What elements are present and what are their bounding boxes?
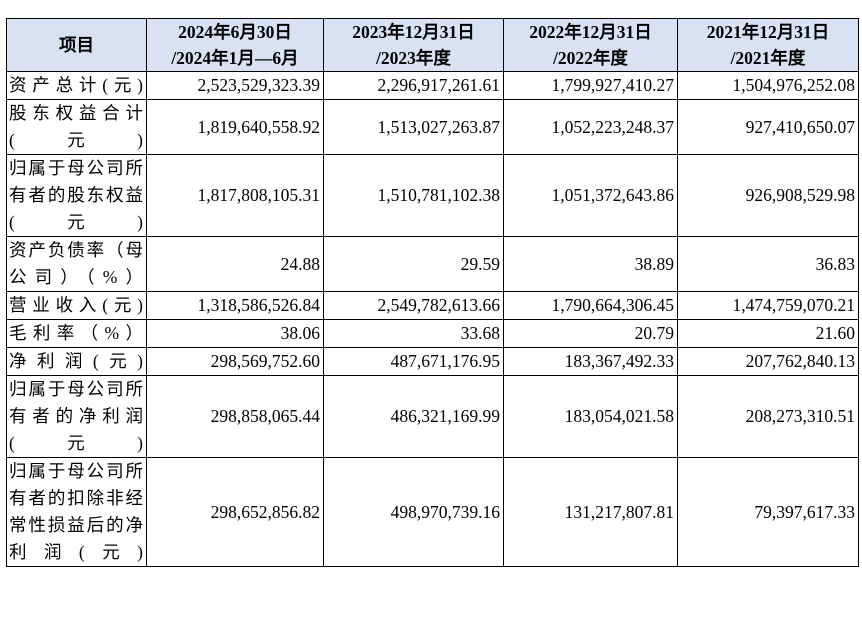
- cell-value: 486,321,169.99: [323, 375, 504, 458]
- row-label: 归属于母公司所有者的扣除非经常性损益后的净利润(元): [6, 457, 147, 567]
- header-col-2023: 2023年12月31日 /2023年度: [323, 18, 504, 72]
- header-item: 项目: [6, 18, 147, 72]
- header-col-line2: /2021年度: [730, 48, 806, 68]
- cell-value: 131,217,807.81: [503, 457, 678, 567]
- cell-value: 487,671,176.95: [323, 347, 504, 376]
- cell-value: 1,510,781,102.38: [323, 154, 504, 237]
- cell-value: 2,549,782,613.66: [323, 291, 504, 320]
- table-row: 资产总计(元) 2,523,529,323.39 2,296,917,261.6…: [6, 71, 859, 100]
- header-col-line2: /2022年度: [553, 48, 628, 68]
- row-label: 股东权益合计(元): [6, 99, 147, 155]
- header-col-2021: 2021年12月31日 /2021年度: [677, 18, 859, 72]
- row-label: 毛利率（%）: [6, 319, 147, 348]
- cell-value: 298,569,752.60: [146, 347, 324, 376]
- cell-value: 20.79: [503, 319, 678, 348]
- cell-value: 298,858,065.44: [146, 375, 324, 458]
- cell-value: 1,790,664,306.45: [503, 291, 678, 320]
- cell-value: 1,318,586,526.84: [146, 291, 324, 320]
- row-label: 归属于母公司所有者的净利润(元): [6, 375, 147, 458]
- header-col-line1: 2021年12月31日: [706, 22, 830, 42]
- cell-value: 927,410,650.07: [677, 99, 859, 155]
- cell-value: 1,799,927,410.27: [503, 71, 678, 100]
- table-row: 归属于母公司所有者的扣除非经常性损益后的净利润(元) 298,652,856.8…: [6, 457, 859, 567]
- cell-value: 183,367,492.33: [503, 347, 678, 376]
- table-row: 净利润(元) 298,569,752.60 487,671,176.95 183…: [6, 347, 859, 376]
- header-col-line2: /2024年1月—6月: [171, 48, 299, 68]
- cell-value: 38.89: [503, 236, 678, 292]
- table-row: 归属于母公司所有者的净利润(元) 298,858,065.44 486,321,…: [6, 375, 859, 458]
- row-label: 归属于母公司所有者的股东权益(元): [6, 154, 147, 237]
- header-row: 项目 2024年6月30日 /2024年1月—6月 2023年12月31日 /2…: [6, 18, 859, 72]
- header-col-line1: 2023年12月31日: [352, 22, 475, 42]
- table-row: 资产负债率（母公司）（%） 24.88 29.59 38.89 36.83: [6, 236, 859, 292]
- cell-value: 2,296,917,261.61: [323, 71, 504, 100]
- table-row: 营业收入(元) 1,318,586,526.84 2,549,782,613.6…: [6, 291, 859, 320]
- cell-value: 1,504,976,252.08: [677, 71, 859, 100]
- cell-value: 298,652,856.82: [146, 457, 324, 567]
- cell-value: 1,513,027,263.87: [323, 99, 504, 155]
- cell-value: 1,051,372,643.86: [503, 154, 678, 237]
- header-col-2024h1: 2024年6月30日 /2024年1月—6月: [146, 18, 324, 72]
- cell-value: 208,273,310.51: [677, 375, 859, 458]
- cell-value: 79,397,617.33: [677, 457, 859, 567]
- header-col-line1: 2024年6月30日: [178, 22, 292, 42]
- row-label: 资产负债率（母公司）（%）: [6, 236, 147, 292]
- row-label: 净利润(元): [6, 347, 147, 376]
- cell-value: 38.06: [146, 319, 324, 348]
- cell-value: 29.59: [323, 236, 504, 292]
- cell-value: 498,970,739.16: [323, 457, 504, 567]
- cell-value: 2,523,529,323.39: [146, 71, 324, 100]
- cell-value: 183,054,021.58: [503, 375, 678, 458]
- cell-value: 36.83: [677, 236, 859, 292]
- cell-value: 207,762,840.13: [677, 347, 859, 376]
- cell-value: 1,819,640,558.92: [146, 99, 324, 155]
- table-row: 股东权益合计(元) 1,819,640,558.92 1,513,027,263…: [6, 99, 859, 155]
- cell-value: 1,817,808,105.31: [146, 154, 324, 237]
- cell-value: 1,052,223,248.37: [503, 99, 678, 155]
- header-col-line1: 2022年12月31日: [529, 22, 652, 42]
- cell-value: 1,474,759,070.21: [677, 291, 859, 320]
- cell-value: 33.68: [323, 319, 504, 348]
- table-row: 归属于母公司所有者的股东权益(元) 1,817,808,105.31 1,510…: [6, 154, 859, 237]
- cell-value: 21.60: [677, 319, 859, 348]
- row-label: 资产总计(元): [6, 71, 147, 100]
- financial-table: 项目 2024年6月30日 /2024年1月—6月 2023年12月31日 /2…: [6, 18, 859, 567]
- header-col-2022: 2022年12月31日 /2022年度: [503, 18, 678, 72]
- cell-value: 24.88: [146, 236, 324, 292]
- header-col-line2: /2023年度: [376, 48, 451, 68]
- table-row: 毛利率（%） 38.06 33.68 20.79 21.60: [6, 319, 859, 348]
- row-label: 营业收入(元): [6, 291, 147, 320]
- cell-value: 926,908,529.98: [677, 154, 859, 237]
